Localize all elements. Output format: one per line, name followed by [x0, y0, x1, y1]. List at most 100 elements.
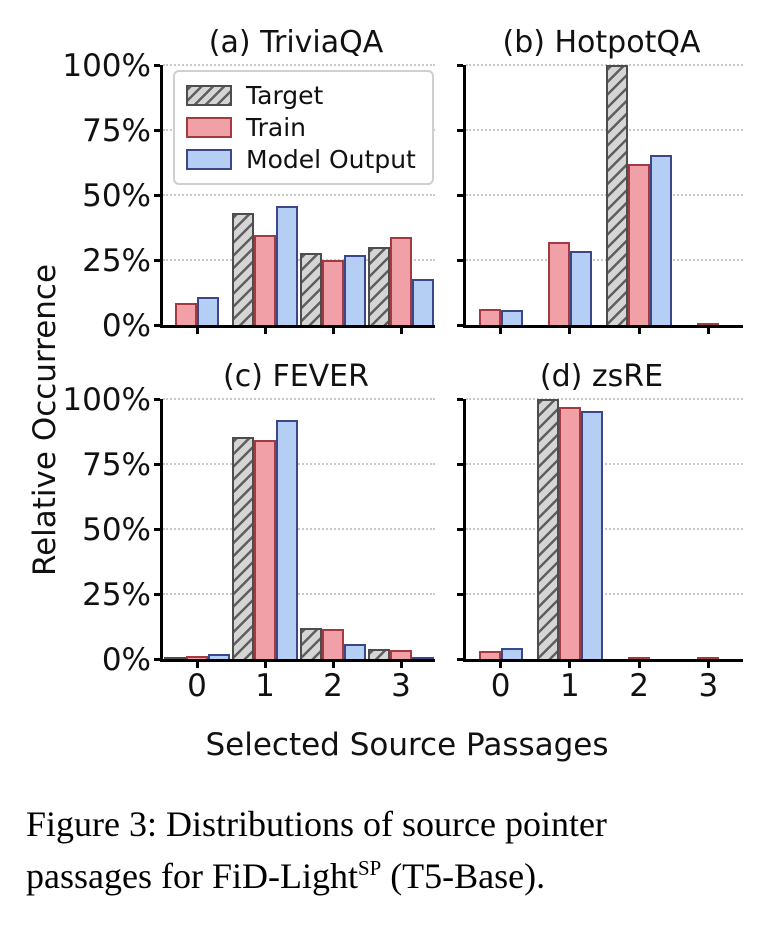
y-tick-mark — [154, 657, 160, 661]
bar-target-cat2 — [606, 65, 629, 325]
plot-area-hotpotqa — [457, 63, 743, 334]
caption-line1: Figure 3: Distributions of source pointe… — [26, 804, 607, 844]
panel-title-c: (c) FEVER — [223, 359, 369, 394]
x-tick-label: 2 — [629, 668, 649, 704]
y-tick-mark — [457, 193, 463, 197]
bar-target-cat1 — [232, 213, 254, 325]
x-tick-mark — [263, 662, 267, 668]
bar-target-cat2 — [300, 628, 322, 659]
x-tick-mark — [263, 328, 267, 334]
plot-area-zsre: 0 1 2 3 — [457, 397, 743, 703]
x-tick-mark — [637, 328, 641, 334]
bar-group-0 — [466, 65, 535, 325]
bar-train-cat3 — [390, 237, 412, 325]
bar-group-1 — [231, 399, 299, 659]
legend-item-train: Train — [186, 113, 416, 142]
gridline-100 — [466, 398, 743, 400]
bar-group-2 — [299, 399, 367, 659]
bar-train-cat1 — [558, 407, 581, 659]
y-tick-label: 50% — [82, 512, 151, 548]
x-tick-mark — [195, 662, 199, 668]
bar-target-cat2 — [300, 253, 322, 325]
gridline-25 — [163, 593, 435, 595]
gridline-75 — [466, 463, 743, 465]
gridline-100 — [163, 64, 435, 66]
bar-train-cat3 — [697, 657, 720, 659]
y-tick-label: 75% — [82, 113, 151, 149]
bar-group-2 — [299, 65, 367, 325]
bar-train-cat0 — [478, 651, 501, 659]
gridline-50 — [163, 528, 435, 530]
x-tick-mark — [195, 328, 199, 334]
gridline-100 — [163, 398, 435, 400]
y-tick-mark — [154, 63, 160, 67]
bar-group-3 — [674, 399, 743, 659]
bar-train-cat2 — [628, 164, 651, 325]
legend: Target Train Model Output — [173, 70, 434, 185]
bar-model-output-cat3 — [412, 657, 434, 659]
panel-zsre: (d) zsRE 0 1 2 3 — [457, 359, 743, 703]
x-tick-label: 1 — [255, 668, 275, 704]
gridline-25 — [466, 259, 743, 261]
gridline-75 — [466, 129, 743, 131]
x-tick-label: 0 — [490, 668, 511, 704]
x-tick-mark — [706, 662, 710, 668]
y-tick-label: 75% — [82, 447, 151, 483]
gridline-25 — [163, 259, 435, 261]
gridline-25 — [466, 593, 743, 595]
bar-model-output-cat0 — [500, 648, 523, 659]
bar-target-cat0 — [164, 657, 186, 659]
x-tick-mark — [499, 328, 503, 334]
bar-train-cat0 — [478, 309, 501, 325]
bar-group-2 — [605, 65, 674, 325]
y-tick-mark — [457, 128, 463, 132]
x-tick-label: 0 — [187, 668, 207, 704]
y-tick-label: 50% — [82, 178, 151, 214]
y-tick-mark — [154, 258, 160, 262]
panel-title-a: (a) TriviaQA — [208, 25, 384, 60]
bar-model-output-cat1 — [569, 251, 592, 325]
bar-train-cat1 — [254, 440, 276, 659]
y-tick-mark — [154, 592, 160, 596]
plot-area-fever: 0% 25% 50% 75% 100% 0 1 2 3 — [62, 383, 435, 703]
train-swatch — [186, 117, 232, 138]
bar-train-cat2 — [628, 657, 651, 659]
caption-superscript: SP — [357, 856, 382, 881]
bar-target-cat1 — [232, 437, 254, 659]
y-tick-label: 100% — [62, 382, 151, 418]
bar-train-cat3 — [697, 323, 720, 325]
x-tick-label: 1 — [560, 668, 580, 704]
bar-group-0 — [163, 399, 231, 659]
y-tick-mark — [154, 323, 160, 327]
caption-line2-end: (T5-Base). — [381, 856, 546, 897]
bar-model-output-cat3 — [412, 279, 434, 325]
x-tick-label: 3 — [698, 668, 719, 704]
bar-model-output-cat1 — [276, 206, 298, 325]
x-tick-mark — [637, 662, 641, 668]
bar-model-output-cat2 — [344, 255, 366, 325]
bar-model-output-cat0 — [500, 310, 523, 325]
bar-model-output-cat0 — [208, 654, 230, 659]
x-tick-label: 3 — [391, 668, 411, 704]
model-output-swatch — [186, 149, 232, 170]
bar-target-cat3 — [368, 649, 390, 659]
gridline-100 — [466, 64, 743, 66]
y-tick-mark — [457, 462, 463, 466]
y-tick-mark — [154, 527, 160, 531]
legend-label-train: Train — [246, 113, 306, 142]
bar-train-cat0 — [175, 303, 197, 325]
y-tick-label: 100% — [62, 48, 151, 84]
panel-fever: (c) FEVER 0% 25% 50% 75% 100% 0 1 2 3 — [62, 359, 435, 703]
x-tick-mark — [399, 662, 403, 668]
bar-target-cat1 — [536, 399, 559, 659]
y-tick-label: 0% — [101, 642, 151, 678]
bar-model-output-cat2 — [650, 155, 673, 325]
bar-group-3 — [367, 65, 435, 325]
bar-train-cat1 — [254, 235, 276, 325]
x-tick-mark — [331, 662, 335, 668]
y-tick-mark — [457, 527, 463, 531]
bar-model-output-cat2 — [344, 644, 366, 659]
y-tick-mark — [457, 657, 463, 661]
bar-group-1 — [231, 65, 299, 325]
target-swatch — [186, 85, 232, 106]
